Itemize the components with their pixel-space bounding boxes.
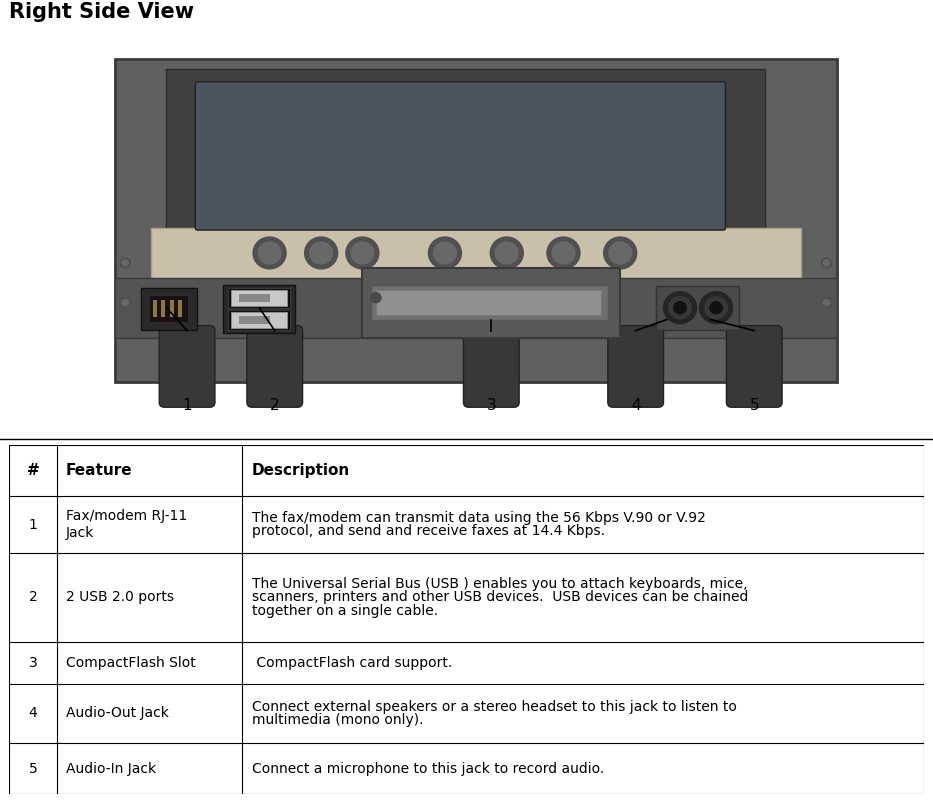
Text: Description: Description — [252, 463, 350, 478]
Circle shape — [120, 258, 131, 268]
Circle shape — [663, 292, 697, 324]
FancyBboxPatch shape — [195, 82, 725, 230]
Circle shape — [253, 237, 286, 269]
Circle shape — [258, 242, 281, 264]
Text: Audio-Out Jack: Audio-Out Jack — [66, 707, 169, 720]
FancyBboxPatch shape — [464, 326, 519, 407]
Bar — [239, 316, 270, 324]
Bar — [153, 300, 157, 317]
Circle shape — [370, 293, 381, 302]
Text: 2: 2 — [29, 590, 37, 605]
Circle shape — [122, 260, 129, 266]
FancyBboxPatch shape — [607, 326, 663, 407]
Text: Connect a microphone to this jack to record audio.: Connect a microphone to this jack to rec… — [252, 762, 604, 776]
Text: 5: 5 — [749, 398, 759, 413]
Bar — [231, 312, 287, 327]
Text: Fax/modem RJ-11
Jack: Fax/modem RJ-11 Jack — [66, 509, 188, 541]
Circle shape — [305, 237, 338, 269]
Bar — [149, 295, 188, 322]
Bar — [370, 285, 607, 320]
Bar — [223, 285, 296, 333]
Bar — [362, 268, 620, 338]
Text: Feature: Feature — [66, 463, 132, 478]
Text: Audio-In Jack: Audio-In Jack — [66, 762, 156, 776]
FancyBboxPatch shape — [160, 326, 215, 407]
Circle shape — [490, 237, 523, 269]
Polygon shape — [115, 59, 837, 383]
Bar — [231, 290, 287, 306]
Text: 3: 3 — [486, 398, 496, 413]
Circle shape — [346, 237, 379, 269]
Bar — [656, 286, 739, 330]
Circle shape — [547, 237, 580, 269]
Bar — [115, 277, 837, 338]
Circle shape — [604, 237, 636, 269]
Circle shape — [674, 302, 686, 314]
Circle shape — [120, 298, 131, 308]
Text: protocol, and send and receive faxes at 14.4 Kbps.: protocol, and send and receive faxes at … — [252, 525, 605, 538]
Circle shape — [495, 242, 518, 264]
Text: 4: 4 — [29, 707, 37, 720]
Text: CompactFlash Slot: CompactFlash Slot — [66, 655, 196, 670]
Text: together on a single cable.: together on a single cable. — [252, 604, 438, 618]
Bar — [229, 310, 290, 330]
Polygon shape — [151, 228, 801, 277]
Polygon shape — [166, 69, 764, 238]
FancyBboxPatch shape — [247, 326, 302, 407]
Text: 2: 2 — [270, 398, 280, 413]
Bar — [239, 294, 270, 302]
Bar — [178, 300, 182, 317]
Bar — [141, 288, 198, 330]
Circle shape — [821, 298, 831, 308]
Text: Right Side View: Right Side View — [9, 2, 194, 22]
Circle shape — [428, 237, 462, 269]
Text: scanners, printers and other USB devices.  USB devices can be chained: scanners, printers and other USB devices… — [252, 590, 748, 605]
Text: 2 USB 2.0 ports: 2 USB 2.0 ports — [66, 590, 174, 605]
Bar — [229, 288, 290, 308]
Text: 1: 1 — [29, 517, 37, 532]
Bar — [170, 300, 174, 317]
Text: #: # — [27, 463, 39, 478]
Circle shape — [669, 297, 691, 318]
Text: Connect external speakers or a stereo headset to this jack to listen to: Connect external speakers or a stereo he… — [252, 699, 736, 714]
Bar — [161, 300, 165, 317]
Text: 5: 5 — [29, 762, 37, 776]
Bar — [376, 290, 601, 314]
Text: 4: 4 — [631, 398, 640, 413]
Text: 3: 3 — [29, 655, 37, 670]
FancyBboxPatch shape — [727, 326, 782, 407]
Circle shape — [710, 302, 722, 314]
Circle shape — [823, 260, 829, 266]
Circle shape — [704, 297, 728, 318]
Text: multimedia (mono only).: multimedia (mono only). — [252, 713, 424, 727]
Text: The Universal Serial Bus (USB ) enables you to attach keyboards, mice,: The Universal Serial Bus (USB ) enables … — [252, 577, 747, 591]
Circle shape — [434, 242, 456, 264]
Circle shape — [351, 242, 374, 264]
Circle shape — [700, 292, 732, 324]
Text: 1: 1 — [182, 398, 192, 413]
Text: The fax/modem can transmit data using the 56 Kbps V.90 or V.92: The fax/modem can transmit data using th… — [252, 511, 705, 525]
Circle shape — [310, 242, 332, 264]
Text: CompactFlash card support.: CompactFlash card support. — [252, 655, 452, 670]
Circle shape — [609, 242, 632, 264]
Circle shape — [823, 300, 829, 306]
Circle shape — [552, 242, 575, 264]
Circle shape — [821, 258, 831, 268]
Circle shape — [122, 300, 129, 306]
